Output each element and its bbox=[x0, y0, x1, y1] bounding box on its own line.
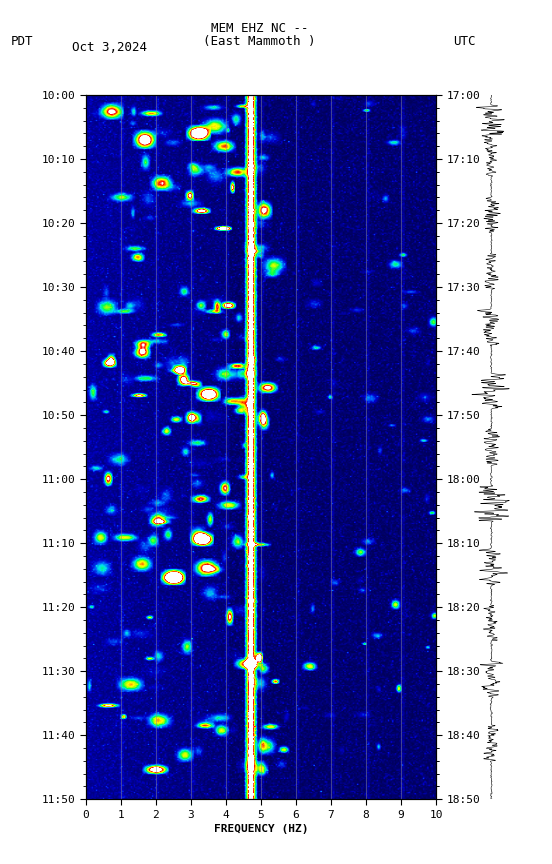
Text: UTC: UTC bbox=[453, 35, 475, 48]
X-axis label: FREQUENCY (HZ): FREQUENCY (HZ) bbox=[214, 823, 308, 834]
Text: (East Mammoth ): (East Mammoth ) bbox=[203, 35, 316, 48]
Text: Oct 3,2024: Oct 3,2024 bbox=[72, 41, 147, 54]
Text: MEM EHZ NC --: MEM EHZ NC -- bbox=[211, 22, 308, 35]
Text: PDT: PDT bbox=[11, 35, 34, 48]
